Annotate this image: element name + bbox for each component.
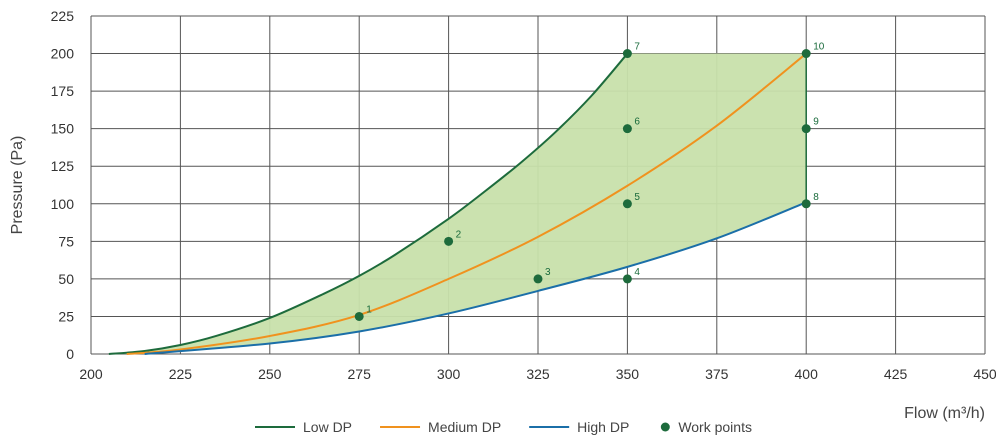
work-point	[801, 124, 811, 134]
work-point	[622, 199, 632, 209]
x-tick-label: 425	[884, 366, 908, 382]
work-point-label: 8	[813, 192, 819, 203]
y-tick-label: 75	[58, 233, 74, 249]
legend-label-high-dp: High DP	[577, 419, 629, 435]
series-line-low-dp	[108, 52, 629, 355]
y-tick-label: 25	[58, 308, 74, 324]
y-tick-label: 200	[51, 46, 75, 62]
work-point	[354, 311, 364, 321]
y-tick-label: 225	[51, 8, 75, 24]
x-tick-label: 325	[526, 366, 550, 382]
y-tick-label: 50	[58, 271, 74, 287]
work-point-label: 1	[366, 304, 372, 315]
legend-label-low-dp: Low DP	[303, 419, 352, 435]
work-point	[622, 274, 632, 284]
work-point-label: 9	[813, 117, 819, 128]
x-tick-label: 300	[437, 366, 461, 382]
x-tick-label: 200	[79, 366, 103, 382]
work-point-label: 6	[634, 117, 640, 128]
work-point	[622, 124, 632, 134]
work-point	[622, 49, 632, 59]
x-tick-label: 275	[348, 366, 372, 382]
y-axis-title: Pressure (Pa)	[9, 136, 26, 235]
y-tick-label: 125	[51, 158, 75, 174]
series-line-high-dp	[144, 201, 807, 355]
x-tick-label: 225	[169, 366, 193, 382]
legend-label-medium-dp: Medium DP	[428, 419, 501, 435]
x-tick-label: 375	[705, 366, 729, 382]
y-tick-label: 150	[51, 121, 75, 137]
x-axis-title: Flow (m³/h)	[904, 405, 985, 422]
x-tick-label: 250	[258, 366, 282, 382]
y-tick-label: 0	[66, 346, 74, 362]
work-point-label: 10	[813, 42, 825, 53]
series-lines	[108, 52, 807, 355]
x-tick-label: 450	[973, 366, 996, 382]
legend-label-work-points: Work points	[678, 419, 752, 435]
work-point	[801, 49, 811, 59]
legend: Low DP Medium DP High DP Work points	[255, 419, 752, 435]
work-point	[801, 199, 811, 209]
work-point	[444, 236, 454, 246]
work-point-label: 3	[545, 267, 551, 278]
series-line-medium-dp	[126, 52, 807, 355]
work-point	[533, 274, 543, 284]
x-tick-label: 350	[616, 366, 640, 382]
work-points: 1 2 3 4 5 6 7 8 9 10	[354, 42, 825, 321]
work-point-label: 7	[634, 42, 640, 53]
y-tick-label: 100	[51, 196, 75, 212]
x-tick-label: 400	[795, 366, 819, 382]
work-point-label: 2	[456, 229, 462, 240]
work-point-label: 5	[634, 192, 640, 203]
y-tick-label: 175	[51, 83, 75, 99]
legend-swatch-work-points	[660, 422, 670, 432]
work-point-label: 4	[634, 267, 640, 278]
